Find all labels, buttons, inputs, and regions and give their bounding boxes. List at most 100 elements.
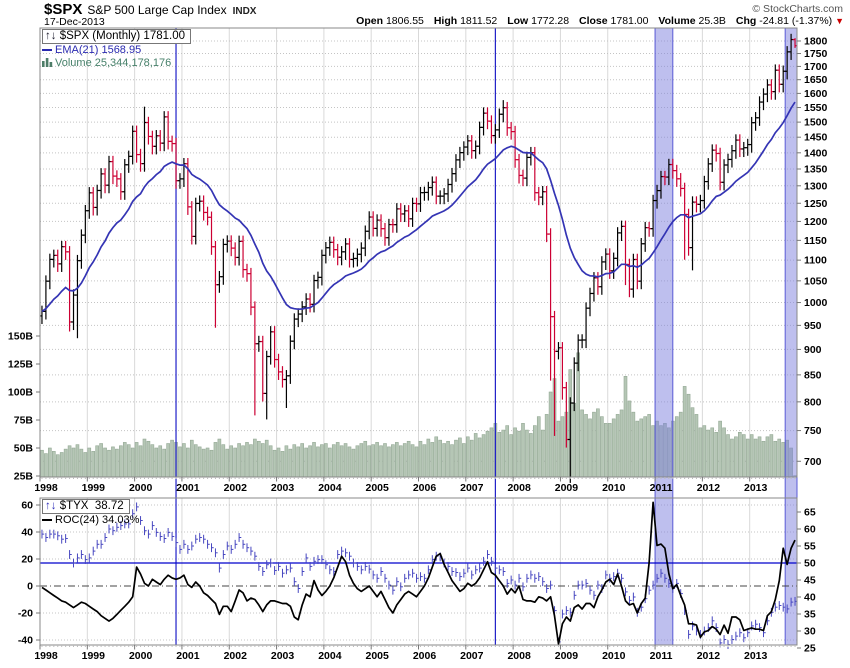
svg-text:125B: 125B: [8, 359, 34, 371]
roc-legend-label: ROC(24) 34.03%: [55, 514, 140, 526]
open-label: Open: [356, 15, 384, 27]
volume-axis-labels: 25B 50B 75B 100B 125B 150B: [8, 331, 40, 483]
svg-text:900: 900: [804, 344, 822, 356]
svg-text:2010: 2010: [602, 650, 626, 662]
tyx-legend-label: $TYX 38.72: [59, 500, 124, 512]
main-series-legend-box: ↑↓ $SPX (Monthly) 1781.00: [42, 29, 191, 44]
svg-text:2012: 2012: [697, 482, 721, 494]
svg-text:1400: 1400: [804, 147, 828, 159]
svg-text:1999: 1999: [82, 650, 106, 662]
svg-text:2007: 2007: [460, 482, 484, 494]
svg-text:25B: 25B: [14, 471, 34, 483]
svg-text:1200: 1200: [804, 216, 828, 228]
svg-text:800: 800: [804, 396, 822, 408]
tyx-legend-box: ↑↓ $TYX 38.72: [42, 499, 130, 514]
copyright-link[interactable]: © StockCharts.com: [752, 3, 843, 15]
tyx-bars: [41, 502, 798, 650]
svg-text:-40: -40: [18, 635, 33, 647]
svg-text:1350: 1350: [804, 164, 828, 176]
svg-text:2005: 2005: [366, 482, 390, 494]
roc-layer: [41, 501, 796, 645]
volume-label: Volume: [658, 15, 696, 27]
exchange-label: INDX: [232, 6, 257, 17]
flip-arrows-icon[interactable]: ↑↓: [45, 500, 57, 512]
svg-text:1650: 1650: [804, 74, 828, 86]
svg-text:2010: 2010: [602, 482, 626, 494]
svg-text:2009: 2009: [555, 650, 579, 662]
svg-text:2004: 2004: [318, 482, 342, 494]
svg-text:2001: 2001: [176, 650, 200, 662]
svg-text:65: 65: [804, 507, 816, 519]
svg-text:1750: 1750: [804, 48, 828, 60]
svg-text:1050: 1050: [804, 275, 828, 287]
svg-text:-20: -20: [18, 608, 33, 620]
roc-axis-labels: 60 40 20 0 -20 -40: [18, 500, 40, 647]
svg-text:1000: 1000: [804, 297, 828, 309]
svg-text:2002: 2002: [224, 482, 248, 494]
svg-text:1550: 1550: [804, 102, 828, 114]
svg-text:2002: 2002: [224, 650, 248, 662]
svg-text:2001: 2001: [176, 482, 200, 494]
svg-text:2003: 2003: [271, 482, 295, 494]
svg-text:950: 950: [804, 320, 822, 332]
svg-text:150B: 150B: [8, 331, 34, 343]
low-label: Low: [507, 15, 529, 27]
svg-text:2013: 2013: [744, 482, 768, 494]
svg-text:20: 20: [21, 554, 33, 566]
svg-text:2013: 2013: [744, 650, 768, 662]
lower-panel-legend: ↑↓ $TYX 38.72 ROC(24) 34.03%: [42, 499, 139, 527]
svg-text:45: 45: [804, 575, 816, 587]
event-vlines: [175, 28, 496, 645]
svg-text:2004: 2004: [318, 650, 342, 662]
ema-swatch-icon: [42, 49, 52, 52]
svg-text:2006: 2006: [413, 650, 437, 662]
main-panel-legend: ↑↓ $SPX (Monthly) 1781.00 EMA(21) 1568.9…: [42, 29, 191, 70]
svg-text:2000: 2000: [129, 482, 153, 494]
close-label: Close: [579, 15, 608, 27]
open-value: 1806.55: [385, 15, 424, 27]
volume-bars-icon: [42, 58, 53, 67]
svg-text:1800: 1800: [804, 35, 828, 47]
roc-swatch-icon: [42, 519, 52, 522]
svg-text:1150: 1150: [804, 235, 827, 247]
ema-legend-label: EMA(21) 1568.95: [55, 44, 142, 56]
symbol[interactable]: $SPX: [44, 1, 83, 18]
gridlines: [40, 28, 797, 645]
close-value: 1781.00: [610, 15, 649, 27]
ohlc-candles: [39, 33, 798, 483]
svg-text:2011: 2011: [650, 650, 673, 662]
svg-text:2003: 2003: [271, 650, 295, 662]
tyx-axis-labels: 65 60 55 50 45 40 35 30 25: [797, 507, 816, 655]
svg-text:1450: 1450: [804, 132, 828, 144]
svg-text:40: 40: [21, 527, 33, 539]
svg-text:60: 60: [804, 524, 816, 536]
chg-down-triangle-icon: ▼: [835, 16, 844, 26]
high-value: 1811.52: [460, 15, 498, 27]
svg-text:2009: 2009: [555, 482, 579, 494]
price-axis-labels: 700 750 800 850 900 950 1000 1050 1100 1150 1200 12…: [797, 35, 828, 468]
svg-text:750: 750: [804, 425, 822, 437]
year-axis-mid: 1998 1999 2000 2001 2002 2003 2004 2005 2006 2007…: [34, 477, 796, 494]
svg-text:75B: 75B: [14, 415, 34, 427]
svg-text:100B: 100B: [8, 387, 34, 399]
svg-text:1998: 1998: [34, 650, 58, 662]
svg-text:1500: 1500: [804, 117, 828, 129]
chg-label: Chg: [735, 15, 757, 27]
svg-text:55: 55: [804, 541, 816, 553]
svg-text:1999: 1999: [82, 482, 106, 494]
svg-text:1300: 1300: [804, 180, 828, 192]
svg-text:2011: 2011: [650, 482, 673, 494]
svg-text:2008: 2008: [507, 482, 531, 494]
svg-text:1600: 1600: [804, 88, 828, 100]
flip-arrows-icon[interactable]: ↑↓: [45, 30, 57, 42]
low-value: 1772.28: [531, 15, 570, 27]
volume-value: 25.3B: [698, 15, 726, 27]
svg-text:60: 60: [21, 500, 33, 512]
svg-text:2007: 2007: [460, 650, 484, 662]
chart-date: 17-Dec-2013: [44, 16, 105, 28]
index-title: S&P 500 Large Cap Index: [87, 3, 227, 17]
svg-text:2000: 2000: [129, 650, 153, 662]
svg-text:850: 850: [804, 369, 822, 381]
svg-text:1100: 1100: [804, 255, 827, 267]
svg-text:0: 0: [27, 581, 33, 593]
